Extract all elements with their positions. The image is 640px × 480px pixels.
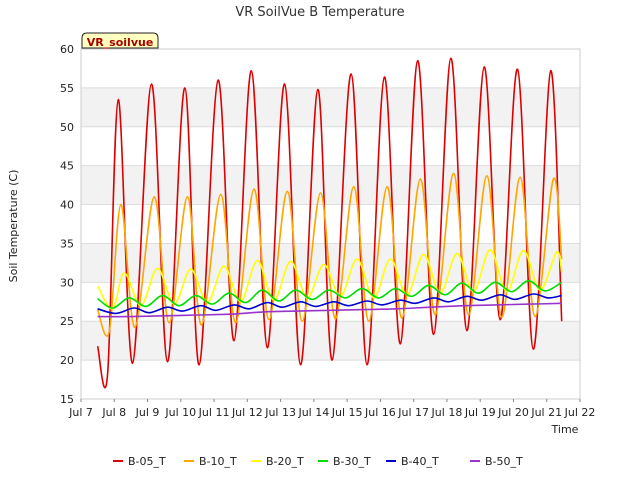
- x-tick-label: Jul 7: [68, 406, 93, 419]
- legend: B-05_T B-10_T B-20_T B-30_T B-40_T B-50_T: [113, 455, 523, 468]
- y-tick-label: 20: [60, 354, 74, 367]
- series-group: [96, 57, 563, 389]
- grid-band: [81, 87, 580, 127]
- x-tick-label: Jul 8: [101, 406, 126, 419]
- x-tick-label: Jul 18: [431, 406, 463, 419]
- x-tick-label: Jul 12: [231, 406, 263, 419]
- grid-band: [81, 165, 580, 205]
- badge-background: [81, 32, 159, 49]
- x-tick-label: Jul 10: [164, 406, 196, 419]
- x-tick-label: Jul 16: [364, 406, 396, 419]
- x-axis-label: Time: [551, 423, 579, 436]
- x-tick-labels: Jul 7 Jul 8 Jul 9 Jul 10 Jul 11 Jul 12 Jul 13 J…: [68, 399, 595, 419]
- x-tick-label: Jul 14: [297, 406, 329, 419]
- legend-label: B-40_T: [401, 455, 439, 468]
- chart-title: VR SoilVue B Temperature: [235, 5, 404, 20]
- legend-label: B-20_T: [266, 455, 304, 468]
- plot-bands: [81, 87, 580, 361]
- y-tick-label: 35: [60, 237, 74, 250]
- x-tick-label: Jul 20: [497, 406, 529, 419]
- legend-label: B-30_T: [333, 455, 371, 468]
- x-tick-label: Jul 17: [397, 406, 429, 419]
- legend-label: B-10_T: [199, 455, 237, 468]
- series-line-b-50-t: [97, 302, 562, 318]
- y-axis-label: Soil Temperature (C): [7, 170, 20, 283]
- y-tick-label: 50: [60, 121, 74, 134]
- x-tick-label: Jul 11: [198, 406, 230, 419]
- y-tick-label: 15: [60, 393, 74, 406]
- y-tick-label: 45: [60, 160, 74, 173]
- series-line-b-40-t: [97, 293, 562, 315]
- x-tick-label: Jul 9: [135, 406, 160, 419]
- y-tick-label: 60: [60, 43, 74, 56]
- badge-label: VR_soilvue: [87, 36, 154, 49]
- x-tick-label: Jul 22: [564, 406, 596, 419]
- station-badge: VR_soilvue: [81, 32, 159, 49]
- series-line-b-10-t: [96, 172, 563, 337]
- x-tick-label: Jul 21: [530, 406, 562, 419]
- y-tick-label: 30: [60, 276, 74, 289]
- series-line-b-30-t: [97, 279, 563, 309]
- y-tick-label: 55: [60, 82, 74, 95]
- y-tick-label: 25: [60, 315, 74, 328]
- legend-label: B-50_T: [485, 455, 523, 468]
- legend-label: B-05_T: [128, 455, 166, 468]
- series-line-b-05-t: [96, 57, 563, 389]
- x-tick-label: Jul 19: [464, 406, 496, 419]
- x-tick-label: Jul 15: [331, 406, 363, 419]
- y-tick-label: 40: [60, 199, 74, 212]
- x-tick-label: Jul 13: [264, 406, 296, 419]
- plot-frame: [80, 48, 581, 400]
- y-tick-labels: 15 20 25 30 35 40 45 50 55 60: [60, 43, 74, 406]
